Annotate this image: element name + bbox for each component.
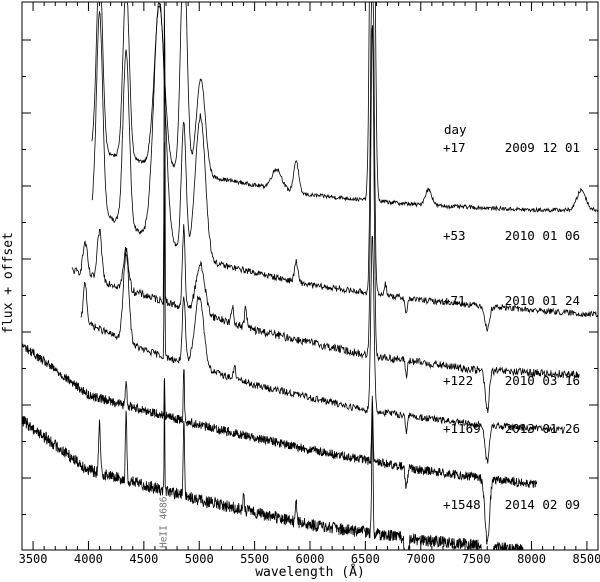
x-tick-labels: 3500 4000 4500 5000 5500 6000 6500 7000 7500 8000… [19, 552, 600, 566]
axis-ticks [22, 2, 598, 550]
epoch-date-label: 2013 01 26 [505, 421, 580, 436]
epoch-day-label: +1548 [443, 497, 481, 512]
x-tick-label: 5000 [185, 552, 214, 566]
x-tick-label: 6500 [351, 552, 380, 566]
x-axis-title: wavelength (Å) [255, 564, 365, 580]
epoch-date-label: 2010 03 16 [505, 373, 580, 388]
epoch-day-label: +17 [443, 140, 466, 155]
x-tick-label: 6000 [296, 552, 325, 566]
epoch-day-label: +53 [443, 228, 466, 243]
epoch-date-label: 2010 01 06 [505, 228, 580, 243]
epoch-day-label: +1169 [443, 421, 481, 436]
x-tick-label: 5500 [240, 552, 269, 566]
spectrum-line-day122 [80, 142, 566, 464]
heii-annotation: HeII 4686 [158, 496, 169, 548]
x-tick-label: 4000 [74, 552, 103, 566]
x-tick-label: 7500 [462, 552, 491, 566]
x-tick-label: 8500 [572, 552, 600, 566]
epoch-date-label: 2014 02 09 [505, 497, 580, 512]
spectrum-line-day1169 [21, 341, 538, 545]
spectrum-line-day17 [91, 1, 599, 213]
x-tick-label: 4500 [129, 552, 158, 566]
epoch-date-label: 2009 12 01 [505, 140, 580, 155]
spectra-group [21, 1, 599, 551]
x-tick-label: 3500 [19, 552, 48, 566]
spectrum-line-day53 [91, 1, 599, 332]
y-axis-title: flux + offset [1, 232, 16, 334]
spectrum-line-day71 [71, 1, 580, 413]
epoch-day-label: +71 [443, 293, 466, 308]
x-tick-label: 8000 [517, 552, 546, 566]
epoch-labels: +17 2009 12 01 +53 2010 01 06 +71 2010 01 24 +… [443, 140, 580, 512]
epoch-date-label: 2010 01 24 [505, 293, 580, 308]
spectrum-line-day1548 [21, 396, 526, 551]
x-tick-label: 7000 [406, 552, 435, 566]
epoch-day-label: +122 [443, 373, 473, 388]
epoch-column-header: day [444, 122, 467, 137]
plot-frame [21, 1, 599, 551]
